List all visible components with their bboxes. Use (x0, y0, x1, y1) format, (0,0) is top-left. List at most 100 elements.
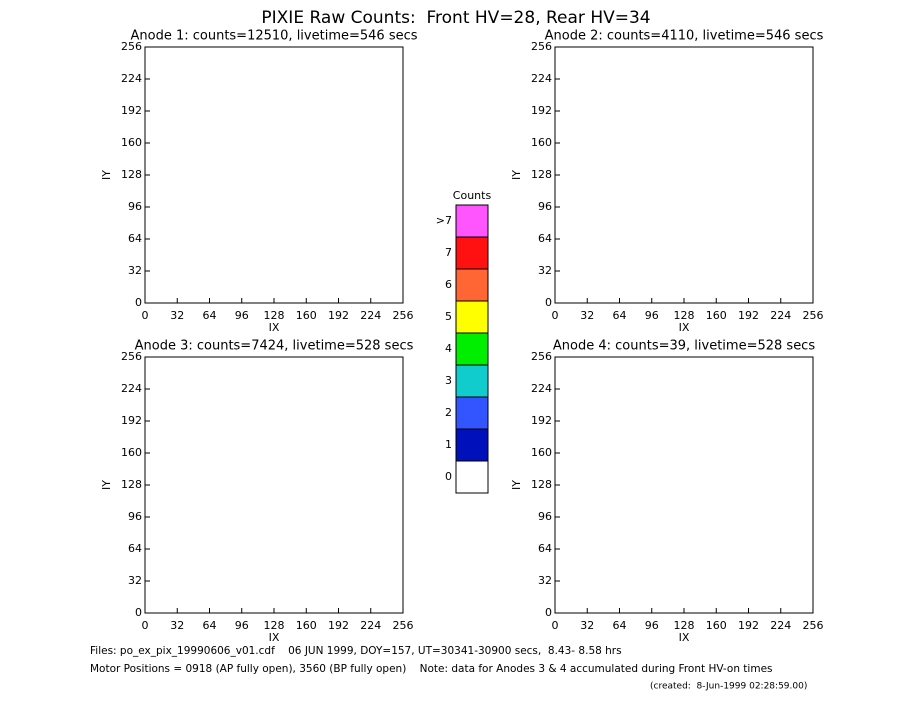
x-tick-label: 64 (613, 309, 627, 322)
panel-title: Anode 1: counts=12510, livetime=546 secs (130, 29, 417, 44)
y-tick-label: 96 (538, 200, 552, 213)
x-tick-label: 128 (674, 309, 695, 322)
x-tick-label: 32 (170, 309, 184, 322)
x-tick-label: 160 (706, 309, 727, 322)
colorbar-cell (455, 268, 489, 302)
x-tick-label: 32 (580, 309, 594, 322)
colorbar-cell (455, 204, 489, 238)
y-tick-label: 64 (128, 232, 142, 245)
colorbar-label: 7 (445, 246, 452, 259)
y-axis-label: IY (100, 170, 113, 180)
y-tick-label: 256 (531, 40, 552, 53)
x-tick-label: 0 (552, 619, 559, 632)
x-tick-label: 160 (706, 619, 727, 632)
x-tick-label: 96 (235, 619, 249, 632)
x-axis-label: IX (269, 321, 280, 334)
colorbar-label: 4 (445, 342, 452, 355)
y-tick-label: 0 (545, 296, 552, 309)
y-tick-label: 192 (121, 104, 142, 117)
y-tick-label: 96 (128, 510, 142, 523)
x-tick-label: 256 (803, 309, 824, 322)
x-tick-label: 96 (645, 309, 659, 322)
y-tick-label: 256 (531, 350, 552, 363)
y-tick-label: 32 (128, 574, 142, 587)
y-tick-label: 192 (531, 104, 552, 117)
y-tick-label: 0 (135, 606, 142, 619)
colorbar-label: 2 (445, 406, 452, 419)
x-tick-label: 96 (645, 619, 659, 632)
colorbar-title: Counts (453, 189, 492, 202)
y-tick-label: 192 (531, 414, 552, 427)
x-tick-label: 0 (142, 619, 149, 632)
x-tick-label: 128 (264, 619, 285, 632)
colorbar-label: 6 (445, 278, 452, 291)
y-tick-label: 128 (121, 478, 142, 491)
colorbar-cell (455, 396, 489, 430)
y-tick-label: 160 (121, 446, 142, 459)
footer-line: Motor Positions = 0918 (AP fully open), … (90, 663, 773, 675)
plot-frame (144, 356, 404, 614)
x-tick-label: 192 (738, 309, 759, 322)
y-tick-label: 192 (121, 414, 142, 427)
x-tick-label: 128 (674, 619, 695, 632)
x-tick-label: 224 (360, 309, 381, 322)
y-tick-label: 128 (531, 478, 552, 491)
x-tick-label: 64 (203, 619, 217, 632)
colorbar-label: 1 (445, 438, 452, 451)
footer-line: Files: po_ex_pix_19990606_v01.cdf 06 JUN… (90, 645, 622, 657)
y-tick-label: 32 (538, 264, 552, 277)
x-tick-label: 256 (803, 619, 824, 632)
x-tick-label: 0 (552, 309, 559, 322)
y-tick-label: 96 (538, 510, 552, 523)
colorbar-label: 5 (445, 310, 452, 323)
x-tick-label: 32 (580, 619, 594, 632)
plot-frame (554, 356, 814, 614)
y-tick-label: 160 (531, 446, 552, 459)
x-tick-label: 96 (235, 309, 249, 322)
colorbar-cell (455, 300, 489, 334)
colorbar-cell (455, 460, 489, 494)
colorbar-label: 3 (445, 374, 452, 387)
y-tick-label: 224 (121, 382, 142, 395)
x-tick-label: 192 (328, 619, 349, 632)
x-tick-label: 128 (264, 309, 285, 322)
x-tick-label: 256 (393, 309, 414, 322)
x-tick-label: 64 (203, 309, 217, 322)
y-tick-label: 224 (531, 72, 552, 85)
footer-line: (created: 8-Jun-1999 02:28:59.00) (650, 682, 807, 692)
y-axis-label: IY (510, 170, 523, 180)
y-tick-label: 128 (531, 168, 552, 181)
x-tick-label: 64 (613, 619, 627, 632)
y-tick-label: 128 (121, 168, 142, 181)
y-axis-label: IY (510, 480, 523, 490)
y-tick-label: 224 (531, 382, 552, 395)
y-tick-label: 64 (538, 542, 552, 555)
x-tick-label: 160 (296, 619, 317, 632)
colorbar-cell (455, 428, 489, 462)
panel-title: Anode 4: counts=39, livetime=528 secs (553, 339, 815, 354)
y-axis-label: IY (100, 480, 113, 490)
x-tick-label: 224 (770, 309, 791, 322)
plot-frame (554, 46, 814, 304)
panel-title: Anode 2: counts=4110, livetime=546 secs (545, 29, 824, 44)
x-tick-label: 256 (393, 619, 414, 632)
x-tick-label: 192 (738, 619, 759, 632)
y-tick-label: 160 (531, 136, 552, 149)
x-tick-label: 224 (360, 619, 381, 632)
colorbar-label: 0 (445, 470, 452, 483)
x-tick-label: 224 (770, 619, 791, 632)
panel-title: Anode 3: counts=7424, livetime=528 secs (135, 339, 414, 354)
y-tick-label: 0 (545, 606, 552, 619)
y-tick-label: 64 (538, 232, 552, 245)
x-axis-label: IX (679, 631, 690, 644)
x-tick-label: 32 (170, 619, 184, 632)
plot-frame (144, 46, 404, 304)
y-tick-label: 256 (121, 350, 142, 363)
y-tick-label: 160 (121, 136, 142, 149)
y-tick-label: 32 (128, 264, 142, 277)
y-tick-label: 64 (128, 542, 142, 555)
y-tick-label: 96 (128, 200, 142, 213)
x-tick-label: 160 (296, 309, 317, 322)
y-tick-label: 0 (135, 296, 142, 309)
